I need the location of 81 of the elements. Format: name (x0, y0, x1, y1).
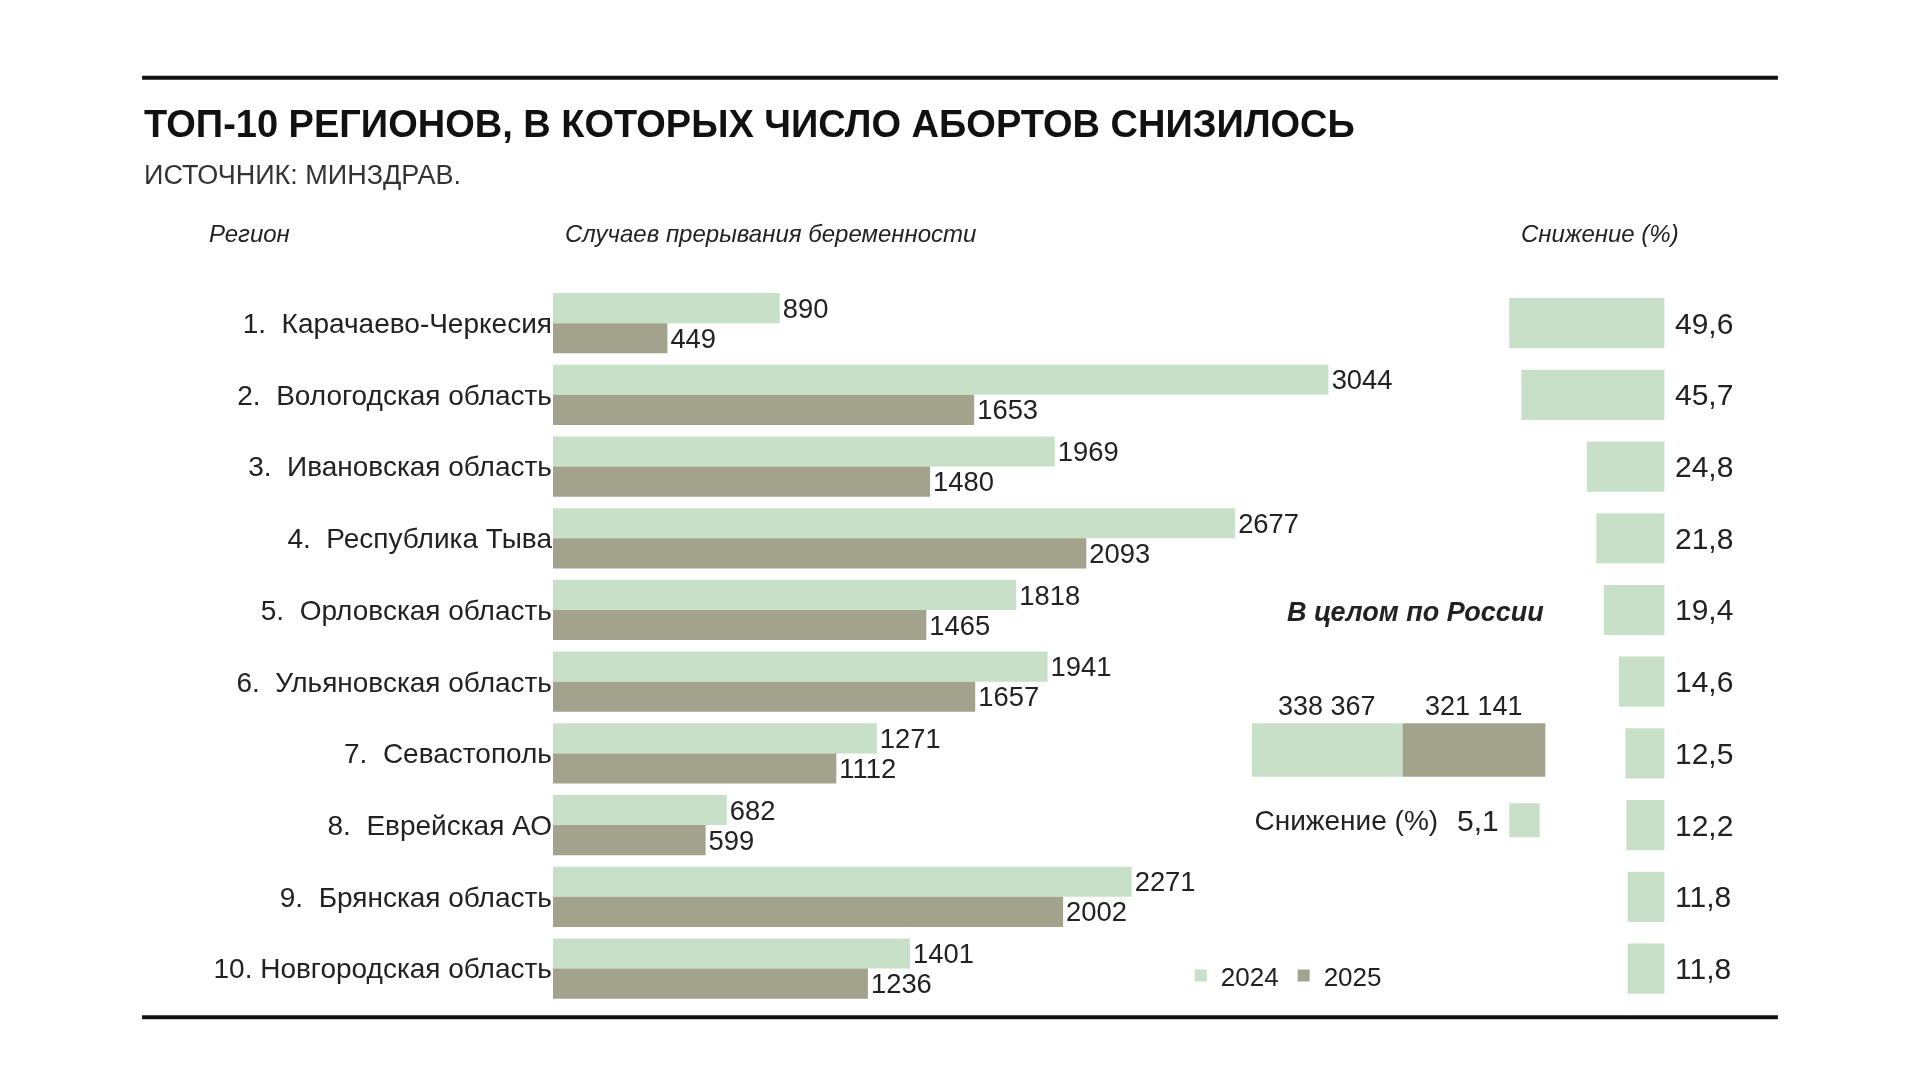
text: ИСТОЧНИК: МИНЗДРАВ. (144, 160, 462, 190)
chart-title: В целом по России (1287, 597, 1545, 627)
data-label: 1941 (1050, 651, 1112, 683)
bar (1626, 800, 1665, 851)
bar (552, 293, 780, 324)
data-label: 890 (782, 292, 829, 324)
y-tick-label: 1. Карачаево-Черкесия (242, 307, 552, 339)
bar (552, 323, 668, 354)
data-label: 12,2 (1675, 809, 1734, 842)
bar (1627, 943, 1665, 994)
data-label: 682 (729, 794, 776, 826)
data-label: 2677 (1238, 507, 1300, 539)
bar (552, 795, 727, 826)
data-label: 1401 (912, 938, 974, 970)
legend-label: 2025 (1323, 961, 1382, 992)
chart-title: ТОП-10 РЕГИОНОВ, В КОТОРЫХ ЧИСЛО АБОРТОВ СНИЗИЛОСЬ (144, 103, 1355, 145)
data-label: 49,6 (1675, 307, 1734, 340)
data-label: 5,1 (1457, 804, 1499, 837)
y-tick-label: 7. Севастополь (343, 738, 552, 770)
bar (552, 896, 1064, 927)
data-label: 1236 (870, 968, 932, 1000)
data-label: 2271 (1134, 866, 1196, 898)
data-label: 1657 (978, 681, 1040, 713)
bar (552, 436, 1055, 467)
bar (1618, 656, 1665, 707)
data-label: 1818 (1019, 579, 1081, 611)
y-tick-label: 6. Ульяновская область (236, 666, 552, 698)
data-label: 3044 (1331, 364, 1393, 396)
data-label: 599 (708, 824, 755, 856)
data-label: 338 367 (1278, 691, 1376, 721)
y-tick-label: 8. Еврейская АО (327, 809, 552, 841)
y-tick-label: 10. Новгородская область (213, 953, 552, 985)
y-tick-label: 9. Брянская область (279, 881, 552, 913)
data-label: 1969 (1057, 436, 1119, 468)
bar (1625, 728, 1665, 779)
bar (552, 968, 868, 999)
y-tick-label: 4. Республика Тыва (287, 523, 553, 555)
data-label: 1653 (977, 394, 1039, 426)
bar (552, 466, 931, 497)
data-label: 11,8 (1675, 880, 1732, 913)
y-axis-title: Регион (209, 220, 290, 247)
bar (552, 364, 1329, 395)
bar (1596, 513, 1665, 564)
bar (552, 723, 877, 754)
data-label: 14,6 (1675, 665, 1734, 698)
data-label: 45,7 (1675, 378, 1734, 411)
data-label: 1112 (839, 753, 897, 785)
bar (552, 866, 1132, 897)
data-label: 19,4 (1675, 593, 1734, 626)
bar (552, 681, 976, 712)
bar (552, 508, 1236, 539)
x-axis-title: Снижение (%) (1521, 220, 1679, 247)
legend-label: 2024 (1220, 961, 1279, 992)
bar (552, 394, 975, 425)
data-label: 1480 (933, 466, 995, 498)
data-label: 24,8 (1675, 450, 1734, 483)
bar (552, 938, 910, 969)
data-label: 1465 (929, 609, 991, 641)
data-label: 21,8 (1675, 522, 1734, 555)
bar (552, 753, 837, 784)
data-label: 449 (670, 322, 717, 354)
data-label: 2002 (1066, 896, 1128, 928)
bar (1509, 298, 1665, 349)
bar (1627, 871, 1665, 922)
bar (552, 579, 1017, 610)
bar (552, 651, 1048, 682)
y-tick-label: 2. Вологодская область (237, 379, 552, 411)
y-tick-label: 3. Ивановская область (248, 451, 552, 483)
data-label: 12,5 (1675, 737, 1734, 770)
bar (552, 609, 927, 641)
bar (1586, 441, 1665, 492)
data-label: 1271 (879, 722, 941, 754)
bar (552, 538, 1087, 569)
bar (1603, 584, 1665, 636)
data-label: 2093 (1089, 537, 1151, 569)
x-axis-title: Случаев прерывания беременности (565, 220, 977, 247)
y-tick-label: 5. Орловская область (260, 594, 552, 626)
bar (1521, 369, 1665, 420)
bar (552, 825, 706, 856)
data-label: 321 141 (1425, 691, 1523, 721)
data-label: 11,8 (1675, 952, 1732, 985)
